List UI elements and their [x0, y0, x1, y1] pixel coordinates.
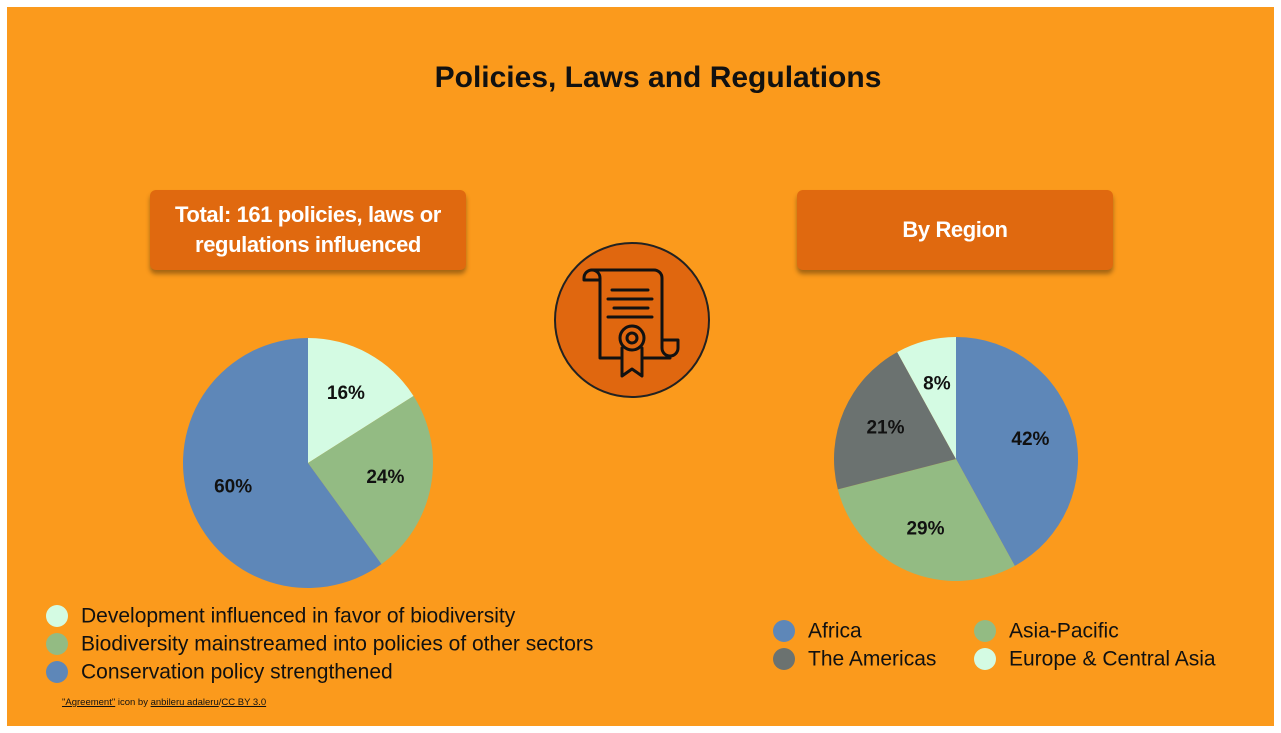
data-label: 42%: [1011, 429, 1049, 450]
legend-swatch: [46, 633, 68, 655]
page-title: Policies, Laws and Regulations: [435, 61, 882, 94]
pie-slice: [956, 337, 1078, 566]
credit-license[interactable]: CC BY 3.0: [221, 697, 267, 708]
credit-text: icon by: [115, 697, 151, 708]
chart-title-box: By Region: [797, 190, 1113, 270]
legend-label: Africa: [808, 620, 862, 643]
legend-label: The Americas: [808, 648, 936, 671]
credit-text: /: [218, 697, 222, 708]
pie-slice: [833, 352, 956, 490]
data-label: 21%: [866, 417, 904, 438]
data-label: 29%: [906, 519, 944, 540]
pie-slice: [897, 337, 956, 459]
legend-label: Asia-Pacific: [1009, 620, 1119, 643]
legend-label: Development influenced in favor of biodi…: [81, 605, 516, 628]
legend-swatch: [46, 605, 68, 627]
data-label: 8%: [923, 374, 951, 395]
legend-swatch: [773, 620, 795, 642]
legend-swatch: [46, 661, 68, 683]
pie-slice: [308, 338, 414, 463]
legend-swatch: [773, 648, 795, 670]
agreement-icon: [554, 242, 710, 398]
credit-work[interactable]: "Agreement": [62, 697, 116, 708]
legend-label: Europe & Central Asia: [1009, 648, 1216, 671]
legend-swatch: [974, 648, 996, 670]
legend-label: Conservation policy strengthened: [81, 661, 393, 684]
legend-swatch: [974, 620, 996, 642]
pie-slice: [308, 396, 434, 565]
data-label: 24%: [366, 467, 404, 488]
pie-slice: [837, 459, 1015, 582]
chart-title-box: Total: 161 policies, laws or regulations…: [150, 190, 466, 270]
data-label: 60%: [214, 476, 252, 497]
credit: "Agreement" icon by anbileru adaleru/CC …: [62, 697, 266, 708]
credit-author[interactable]: anbileru adaleru: [150, 697, 219, 708]
legend-label: Biodiversity mainstreamed into policies …: [81, 633, 593, 656]
pie-slice: [182, 338, 382, 588]
data-label: 16%: [327, 383, 365, 404]
